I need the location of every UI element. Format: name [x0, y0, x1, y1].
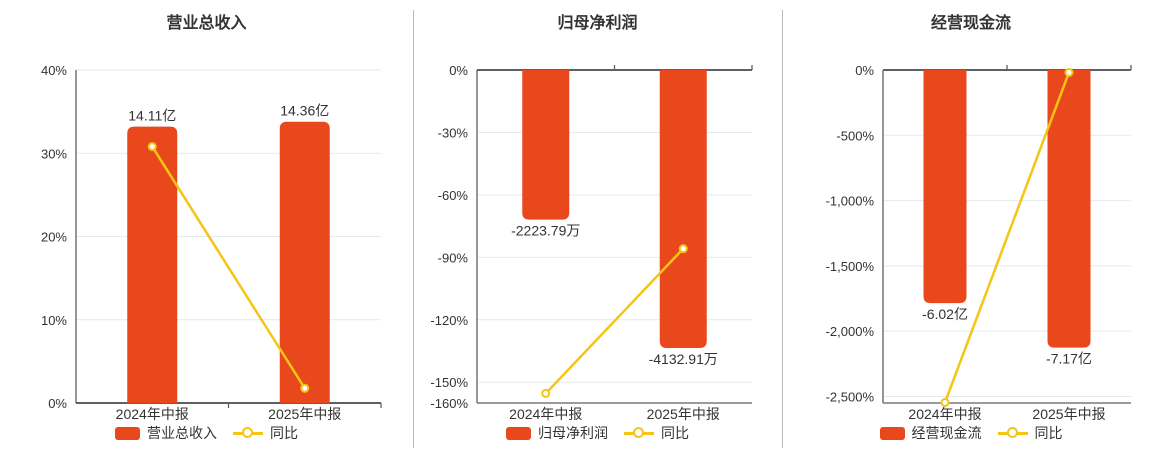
y-tick-label: -30%: [438, 125, 469, 140]
legend-line-label: 同比: [1034, 425, 1063, 441]
bar-2024[interactable]: [127, 126, 178, 404]
legend-net-profit: 归母净利润 同比: [413, 424, 782, 442]
bar-value-label: -6.02亿: [922, 306, 968, 322]
bar-swatch-icon: [879, 426, 905, 440]
legend-line-label: 同比: [270, 425, 298, 441]
y-tick-label: 20%: [41, 230, 67, 245]
legend-item-bar[interactable]: 经营现金流: [879, 423, 982, 443]
bar-value-label: 14.11亿: [128, 108, 176, 124]
bar-value-label: -4132.91万: [649, 351, 718, 367]
legend-revenue: 营业总收入 同比: [0, 424, 413, 442]
y-tick-label: -1,000%: [826, 194, 875, 209]
x-category-label: 2025年中报: [1032, 406, 1105, 422]
yoy-line[interactable]: [544, 247, 685, 395]
legend-item-bar[interactable]: 归母净利润: [506, 423, 608, 443]
bar-2025[interactable]: [659, 70, 707, 349]
y-tick-label: -60%: [438, 188, 469, 203]
x-category-label: 2025年中报: [647, 406, 720, 422]
x-category-label: 2025年中报: [268, 406, 341, 422]
bar-value-label: 14.36亿: [280, 103, 329, 119]
yoy-line[interactable]: [943, 72, 1071, 403]
line-marker-icon: [624, 427, 654, 439]
y-tick-label: -2,000%: [826, 324, 875, 339]
bar-2025[interactable]: [1047, 70, 1091, 348]
y-tick-label: -150%: [430, 375, 468, 390]
chart-title-revenue: 营业总收入: [166, 15, 247, 32]
legend-cash-flow: 经营现金流 同比: [782, 424, 1160, 442]
y-tick-label: -1,500%: [826, 259, 875, 274]
bar-swatch-icon: [506, 426, 531, 440]
legend-item-line[interactable]: 同比: [233, 423, 298, 443]
legend-bar-label: 营业总收入: [147, 425, 217, 441]
y-tick-label: -2,500%: [826, 389, 875, 404]
bar-swatch-icon: [115, 426, 140, 440]
y-tick-label: -120%: [430, 313, 468, 328]
y-tick-label: 40%: [41, 63, 67, 78]
panel-divider: [413, 10, 414, 448]
x-category-label: 2024年中报: [908, 406, 981, 422]
x-category-label: 2024年中报: [509, 406, 582, 422]
yoy-marker-2024[interactable]: [147, 142, 157, 152]
chart-title-net-profit: 归母净利润: [557, 15, 638, 32]
bar-2024[interactable]: [522, 70, 570, 220]
yoy-marker-2025[interactable]: [300, 383, 310, 393]
y-tick-label: 10%: [41, 313, 67, 328]
bar-2024[interactable]: [923, 70, 967, 304]
y-tick-label: 0%: [48, 396, 67, 411]
y-tick-label: 30%: [41, 146, 67, 161]
legend-item-bar[interactable]: 营业总收入: [115, 423, 217, 443]
legend-bar-label: 经营现金流: [911, 425, 982, 441]
panel-divider: [782, 10, 783, 448]
x-category-label: 2024年中报: [116, 406, 189, 422]
yoy-marker-2024[interactable]: [541, 388, 551, 398]
y-tick-label: -160%: [430, 396, 468, 411]
legend-bar-label: 归母净利润: [538, 425, 608, 441]
line-marker-icon: [233, 427, 263, 439]
yoy-marker-2024[interactable]: [940, 397, 950, 407]
yoy-marker-2025[interactable]: [678, 244, 688, 254]
y-tick-label: -500%: [836, 128, 874, 143]
bar-value-label: -2223.79万: [511, 223, 580, 239]
chart-title-cash-flow: 经营现金流: [930, 15, 1011, 32]
legend-line-label: 同比: [661, 425, 689, 441]
y-tick-label: 0%: [855, 63, 874, 78]
yoy-marker-2025[interactable]: [1064, 67, 1074, 77]
bar-2025[interactable]: [279, 121, 330, 403]
yoy-line[interactable]: [151, 145, 306, 389]
line-marker-icon: [997, 427, 1028, 439]
bar-value-label: -7.17亿: [1046, 351, 1092, 367]
y-tick-label: -90%: [438, 250, 469, 265]
y-tick-label: 0%: [449, 63, 468, 78]
legend-item-line[interactable]: 同比: [997, 423, 1063, 443]
legend-item-line[interactable]: 同比: [624, 423, 689, 443]
